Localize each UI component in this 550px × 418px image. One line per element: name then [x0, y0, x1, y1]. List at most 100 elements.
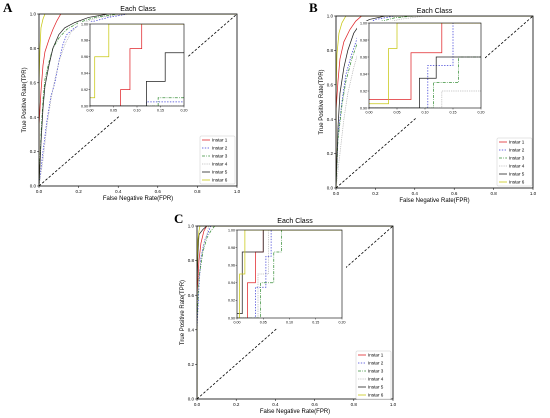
panel-b-series-instar-6 [336, 16, 533, 188]
panel-a-series-instar-3 [39, 14, 237, 186]
panel-a-series-instar-4 [39, 14, 237, 186]
panel-b-inset-xtick-label: 0.00 [366, 111, 373, 115]
panel-a-ytick-label: 0.2 [30, 149, 37, 154]
panel-c-ytick-label: 0.6 [188, 293, 195, 298]
panel-c-legend: Instar 1 Instar 2 Instar 3 Instar 4 Instar 5… [355, 350, 392, 400]
panel-c-legend-label-instar-2: Instar 2 [368, 361, 384, 366]
panel-a-ytick-label: 0.0 [30, 184, 37, 189]
panel-a-inset-series-instar-3 [90, 97, 184, 106]
panel-b-inset-series-group [369, 23, 481, 108]
panel-c-inset-series-instar-2 [237, 230, 342, 318]
panel-a-legend-label-instar-6: Instar 6 [212, 178, 228, 183]
panel-a-ytick-label: 1.0 [30, 12, 37, 17]
panel-c-inset-xtick-label: 0.05 [260, 321, 267, 325]
panel-a-inset-xtick-label: 0.20 [181, 109, 188, 113]
panel-c-frame [196, 225, 394, 400]
panel-b-ytick-label: 0.4 [327, 117, 334, 122]
panel-a-legend-label-instar-2: Instar 2 [212, 146, 228, 151]
panel-c-ytick-label: 0.8 [188, 258, 195, 263]
panel-b-inset-xtick-label: 0.20 [478, 111, 485, 115]
panel-a-inset-ytick-label: 0.92 [81, 88, 88, 92]
panel-c-inset: 0.00 0.05 0.10 0.15 0.20 0.90 0.92 0.94 0.96 0.98… [225, 228, 346, 328]
panel-a-xtick-label: 0.2 [75, 189, 82, 194]
panel-b-inset-xtick-label: 0.10 [422, 111, 429, 115]
panel-a-inset-xtick-label: 0.15 [157, 109, 164, 113]
panel-c-ytick-label: 0.0 [188, 397, 195, 402]
panel-c-inset-ytick-label: 0.98 [228, 246, 235, 250]
panel-c-xlabel: False Negative Rate(FPR) [260, 409, 330, 415]
panel-a-ylabel: True Positive Rate(TPR) [22, 67, 28, 132]
panel-b-legend-label-instar-2: Instar 2 [509, 148, 525, 153]
panel-b-legend-label-instar-3: Instar 3 [509, 156, 525, 161]
panel-a-ytick-label: 0.6 [30, 80, 37, 85]
panel-b-xtick-label: 0.6 [451, 191, 458, 196]
panel-c-ytick-label: 0.4 [188, 327, 195, 332]
panel-a-xlabel: False Negative Rate(FPR) [103, 196, 173, 202]
panel-c-title: Each Class [277, 218, 313, 225]
panel-b-ytick-label: 0.8 [327, 48, 334, 53]
panel-b-ytick-label: 0.6 [327, 82, 334, 87]
panel-b-inset-background [357, 21, 485, 118]
panel-c-xtick-label: 0.0 [194, 402, 201, 407]
panel-c-inset-ytick-label: 0.94 [228, 281, 235, 285]
panel-a-legend-label-instar-3: Instar 3 [212, 154, 228, 159]
panel-a-inset-background [78, 22, 188, 116]
panel-b-inset-series-instar-4 [369, 90, 481, 108]
panel-c-xtick-label: 1.0 [390, 402, 397, 407]
panel-a-inset-xtick-label: 0.10 [134, 109, 141, 113]
panel-c-inset-xtick-label: 0.00 [234, 321, 241, 325]
panel-b-series-instar-1 [336, 16, 533, 188]
panel-b-inset-ytick-label: 0.92 [360, 89, 367, 93]
panel-a-xtick-label: 0.6 [155, 189, 162, 194]
panel-a-inset-ytick-label: 0.98 [81, 39, 88, 43]
panel-c-series-instar-6 [197, 226, 393, 399]
panel-c-legend-label-instar-3: Instar 3 [368, 369, 384, 374]
panel-c-inset-ytick-label: 0.96 [228, 264, 235, 268]
panel-c-inset-series-instar-6 [237, 230, 342, 318]
panel-a-xtick-label: 0.8 [194, 189, 201, 194]
panel-b-ytick-label: 1.0 [327, 14, 334, 19]
panel-a-ytick-label: 0.4 [30, 115, 37, 120]
panel-a-inset-ytick-label: 1.00 [81, 22, 88, 26]
panel-c-inset-ytick-label: 1.00 [228, 228, 235, 232]
panel-a-inset: 0.00 0.05 0.10 0.15 0.20 0.90 0.92 0.94 0.96 0.98… [78, 22, 188, 116]
panel-b-legend-label-instar-5: Instar 5 [509, 172, 525, 177]
panel-b-xtick-label: 0.2 [372, 191, 379, 196]
panel-a-legend: Instar 1 Instar 2 Instar 3 Instar 4 Instar 5… [199, 135, 236, 185]
panel-a-inset-xtick-label: 0.05 [110, 109, 117, 113]
panel-a-frame [38, 13, 238, 187]
panel-c-chart: C Each Class 0.0 0.2 0.4 0.6 0.8 1.0 0.0 0.2 0.4 0.… [174, 211, 397, 415]
panel-a-series-instar-1 [39, 14, 237, 186]
panel-b-ytick-label: 0.0 [327, 186, 334, 191]
panel-c-legend-label-instar-1: Instar 1 [368, 353, 384, 358]
panel-a-xtick-label: 0.4 [115, 189, 122, 194]
panel-c-xtick-label: 0.6 [311, 402, 318, 407]
panel-b-legend-label-instar-4: Instar 4 [509, 164, 525, 169]
panel-c-inset-xtick-label: 0.15 [312, 321, 319, 325]
panel-a-legend-label-instar-5: Instar 5 [212, 170, 228, 175]
panel-c-xtick-label: 0.8 [351, 402, 358, 407]
panel-b-inset-ytick-label: 0.90 [360, 106, 367, 110]
panel-b-inset-ytick-label: 1.00 [360, 21, 367, 25]
panel-c-inset-series-instar-3 [237, 230, 342, 318]
panel-a-chart: A Each Class 0.0 0.2 0.4 0.6 0.8 1.0 0.0 0.2 0.4 0.… [3, 0, 241, 202]
panel-a-inset-ytick-label: 0.90 [81, 104, 88, 108]
panel-a-inset-series-instar-1 [90, 24, 184, 106]
panel-b-inset-xtick-label: 0.15 [450, 111, 457, 115]
panel-b-legend: Instar 1 Instar 2 Instar 3 Instar 4 Instar 5… [496, 137, 533, 187]
panel-c-inset-ytick-label: 0.92 [228, 299, 235, 303]
panel-a-inset-xtick-label: 0.00 [87, 109, 94, 113]
panel-a-series-instar-5 [39, 14, 237, 186]
panel-a-title: Each Class [120, 6, 156, 13]
panel-c-inset-ytick-label: 0.90 [228, 316, 235, 320]
panel-b-series-group [336, 16, 533, 188]
panel-a-inset-series-instar-2 [90, 101, 184, 106]
panel-b-series-instar-5 [336, 16, 533, 188]
panel-b-xtick-label: 0.4 [412, 191, 419, 196]
panel-b-inset-series-instar-6 [369, 23, 481, 105]
panel-b-inset-ytick-label: 0.96 [360, 55, 367, 59]
panel-b-inset-series-instar-1 [369, 23, 481, 100]
panel-a-xtick-label: 1.0 [234, 189, 241, 194]
panel-b-inset: 0.00 0.05 0.10 0.15 0.20 0.90 0.92 0.94 0.96 0.98… [357, 21, 485, 118]
panel-a-inset-series-group [90, 24, 184, 106]
